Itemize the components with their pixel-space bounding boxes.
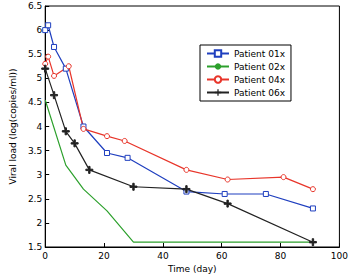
svg-text:6.5: 6.5 [28, 1, 42, 11]
svg-text:1.5: 1.5 [28, 242, 42, 252]
svg-text:5.5: 5.5 [28, 49, 42, 59]
svg-text:0: 0 [42, 251, 48, 261]
svg-text:2.5: 2.5 [28, 194, 42, 204]
svg-text:Patient 02x: Patient 02x [234, 62, 286, 72]
svg-text:Patient 06x: Patient 06x [234, 88, 286, 98]
svg-text:100: 100 [331, 251, 348, 261]
svg-text:2: 2 [36, 218, 42, 228]
svg-text:3: 3 [36, 170, 42, 180]
svg-text:Patient 01x: Patient 01x [234, 49, 286, 59]
svg-text:Viral load (log(copies/ml)): Viral load (log(copies/ml)) [8, 68, 18, 184]
svg-text:4: 4 [36, 122, 42, 132]
svg-text:3.5: 3.5 [28, 146, 42, 156]
svg-text:40: 40 [157, 251, 169, 261]
svg-text:20: 20 [98, 251, 110, 261]
svg-text:5: 5 [36, 73, 42, 83]
svg-text:Patient 04x: Patient 04x [234, 75, 286, 85]
svg-text:60: 60 [216, 251, 228, 261]
svg-text:80: 80 [275, 251, 287, 261]
svg-text:Time (day): Time (day) [167, 264, 216, 274]
svg-text:4.5: 4.5 [28, 97, 42, 107]
svg-text:6: 6 [36, 25, 42, 35]
